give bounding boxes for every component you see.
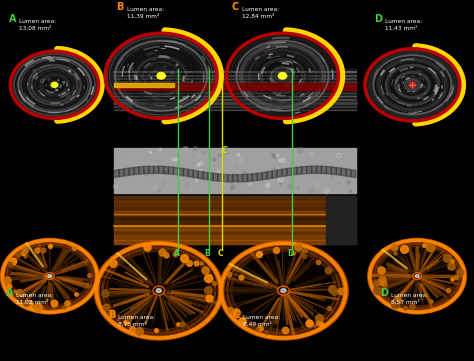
Text: C: C xyxy=(232,310,239,320)
Circle shape xyxy=(281,288,286,293)
Text: Lumen area:
8,49 mm²: Lumen area: 8,49 mm² xyxy=(243,315,280,327)
Circle shape xyxy=(409,82,416,87)
Text: C: C xyxy=(218,249,223,258)
Circle shape xyxy=(0,238,100,314)
Circle shape xyxy=(156,288,162,293)
Bar xyxy=(114,196,356,200)
Bar xyxy=(114,196,356,244)
Circle shape xyxy=(10,51,99,118)
Bar xyxy=(114,83,174,87)
Text: Lumen area:
11,02 mm²: Lumen area: 11,02 mm² xyxy=(16,293,53,305)
Circle shape xyxy=(93,241,224,340)
Text: Lumen area:
8,73 mm²: Lumen area: 8,73 mm² xyxy=(118,315,155,327)
Text: D: D xyxy=(287,249,293,258)
Text: Lumen area:
11,39 mm²: Lumen area: 11,39 mm² xyxy=(127,7,164,19)
Text: C: C xyxy=(231,2,238,12)
Text: A: A xyxy=(6,288,13,298)
Bar xyxy=(114,221,356,225)
Text: Lumen area:
8,57 mm²: Lumen area: 8,57 mm² xyxy=(391,293,428,305)
Circle shape xyxy=(367,238,467,314)
Text: Lumen area:
12,84 mm²: Lumen area: 12,84 mm² xyxy=(242,7,279,19)
Bar xyxy=(114,231,356,235)
Circle shape xyxy=(218,241,349,340)
Circle shape xyxy=(365,49,460,121)
Text: B: B xyxy=(108,310,116,320)
Text: Lumen area:
11,43 mm²: Lumen area: 11,43 mm² xyxy=(385,19,422,31)
Circle shape xyxy=(227,33,338,118)
Bar xyxy=(114,83,356,90)
Bar xyxy=(114,148,356,193)
Bar xyxy=(114,211,356,215)
Circle shape xyxy=(278,73,287,79)
Bar xyxy=(327,196,356,244)
Bar xyxy=(114,226,356,230)
Text: A: A xyxy=(173,249,179,258)
Text: A: A xyxy=(9,14,16,24)
Bar xyxy=(114,69,356,110)
Bar xyxy=(114,240,356,244)
Text: C: C xyxy=(222,147,228,156)
Bar xyxy=(114,206,356,210)
Circle shape xyxy=(48,275,52,278)
Circle shape xyxy=(157,73,165,79)
Text: B: B xyxy=(116,2,124,12)
Bar xyxy=(114,201,356,205)
Bar xyxy=(114,235,356,240)
Circle shape xyxy=(415,275,419,278)
Text: Lumen area:
13,08 mm²: Lumen area: 13,08 mm² xyxy=(19,19,56,31)
Circle shape xyxy=(105,33,217,118)
Bar xyxy=(114,216,356,220)
Text: D: D xyxy=(374,14,383,24)
Text: B: B xyxy=(204,249,210,258)
Circle shape xyxy=(51,82,58,87)
Text: D: D xyxy=(381,288,389,298)
